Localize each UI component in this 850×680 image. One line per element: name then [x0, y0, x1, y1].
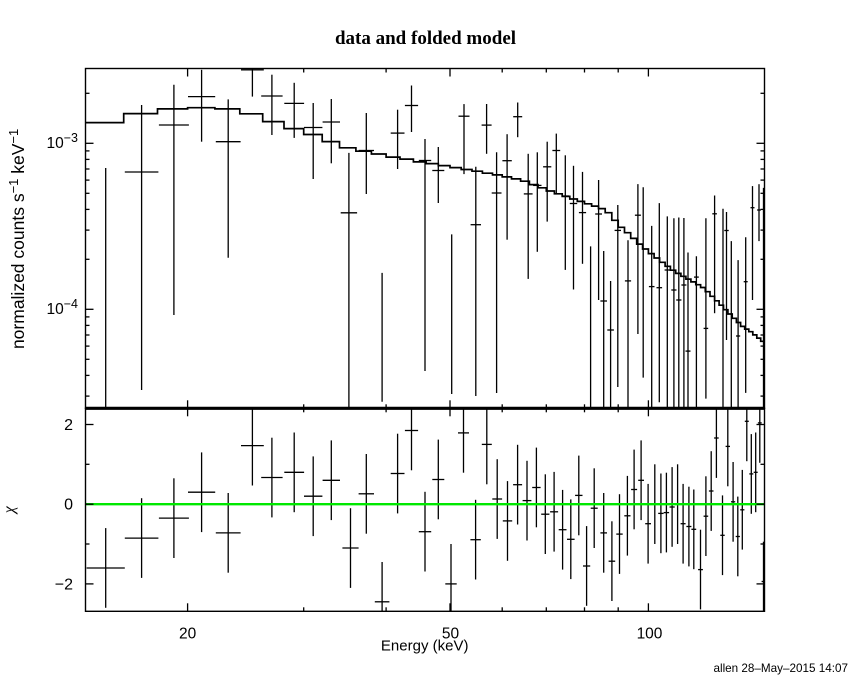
- svg-text:20: 20: [179, 626, 197, 643]
- svg-text:normalized counts s−1 keV−1: normalized counts s−1 keV−1: [6, 129, 28, 349]
- svg-text:allen 28–May–2015 14:07: allen 28–May–2015 14:07: [713, 662, 848, 675]
- svg-text:2: 2: [64, 417, 73, 434]
- svg-text:0: 0: [64, 496, 73, 513]
- svg-text:χ: χ: [1, 505, 18, 515]
- svg-text:data and folded model: data and folded model: [335, 28, 516, 49]
- svg-text:50: 50: [442, 626, 460, 643]
- svg-text:100: 100: [637, 626, 663, 643]
- svg-text:−2: −2: [55, 576, 73, 593]
- svg-text:Energy (keV): Energy (keV): [381, 638, 469, 655]
